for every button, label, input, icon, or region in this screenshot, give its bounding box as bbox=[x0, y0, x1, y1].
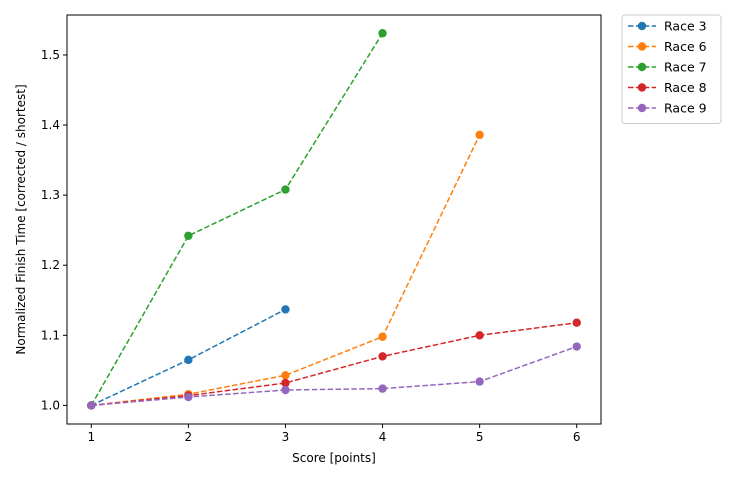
series-line bbox=[91, 321, 577, 407]
legend-item: Race 8 bbox=[628, 80, 707, 95]
data-point bbox=[378, 332, 387, 341]
legend-swatch-marker bbox=[637, 42, 647, 51]
data-point bbox=[475, 331, 484, 340]
series-line bbox=[91, 134, 481, 407]
data-point bbox=[572, 318, 581, 327]
data-point bbox=[378, 352, 387, 361]
y-tick-label: 1.1 bbox=[41, 328, 60, 342]
data-point bbox=[475, 130, 484, 140]
legend-swatch-marker bbox=[637, 103, 647, 113]
data-point bbox=[281, 185, 290, 194]
series-layer bbox=[87, 29, 581, 410]
data-point bbox=[87, 401, 96, 410]
y-tick-label: 1.0 bbox=[41, 398, 60, 412]
data-point bbox=[378, 384, 387, 393]
legend-swatch-marker bbox=[637, 62, 647, 72]
legend-label: Race 3 bbox=[664, 19, 707, 34]
series-line bbox=[90, 32, 384, 406]
y-tick-label: 1.2 bbox=[41, 258, 60, 272]
x-axis: 1 2 3 4 5 6 bbox=[87, 424, 581, 444]
data-point bbox=[572, 342, 581, 351]
series-race-6 bbox=[87, 130, 484, 410]
x-tick-label: 3 bbox=[282, 430, 290, 444]
legend-label: Race 9 bbox=[664, 101, 707, 116]
data-point bbox=[378, 29, 387, 38]
legend-item: Race 9 bbox=[628, 101, 707, 116]
series-race-9 bbox=[87, 342, 581, 410]
legend-item: Race 6 bbox=[628, 39, 707, 54]
x-tick-label: 5 bbox=[476, 430, 484, 444]
plot-area bbox=[66, 14, 602, 425]
y-axis: 1.0 1.1 1.2 1.3 1.4 1.5 bbox=[41, 48, 67, 412]
data-point bbox=[184, 231, 193, 240]
series-race-8 bbox=[87, 318, 581, 410]
legend-swatch-marker bbox=[637, 83, 647, 92]
series-line bbox=[91, 345, 577, 407]
legend-box bbox=[621, 14, 722, 124]
legend: Race 3 Race 6 Race 7 Race 8 Race 9 bbox=[621, 14, 722, 124]
data-point bbox=[281, 385, 290, 395]
data-point bbox=[475, 377, 484, 386]
legend-item: Race 7 bbox=[628, 60, 707, 75]
x-axis-label: Score [points] bbox=[292, 451, 376, 465]
legend-label: Race 8 bbox=[664, 80, 707, 95]
data-point bbox=[184, 392, 193, 402]
data-point bbox=[281, 305, 290, 314]
x-tick-label: 6 bbox=[573, 430, 581, 444]
y-axis-label: Normalized Finish Time [corrected / shor… bbox=[14, 84, 28, 354]
legend-label: Race 6 bbox=[664, 39, 707, 54]
plot-frame bbox=[66, 14, 602, 425]
y-tick-label: 1.4 bbox=[41, 118, 60, 132]
legend-label: Race 7 bbox=[664, 60, 707, 75]
legend-swatch-marker bbox=[637, 21, 647, 31]
legend-item: Race 3 bbox=[628, 19, 707, 34]
x-tick-label: 1 bbox=[87, 430, 95, 444]
data-point bbox=[281, 371, 290, 380]
x-tick-label: 4 bbox=[379, 430, 387, 444]
data-point bbox=[281, 378, 290, 388]
x-tick-label: 2 bbox=[185, 430, 193, 444]
y-tick-label: 1.3 bbox=[41, 188, 60, 202]
y-tick-label: 1.5 bbox=[41, 48, 60, 62]
data-point bbox=[184, 355, 193, 365]
